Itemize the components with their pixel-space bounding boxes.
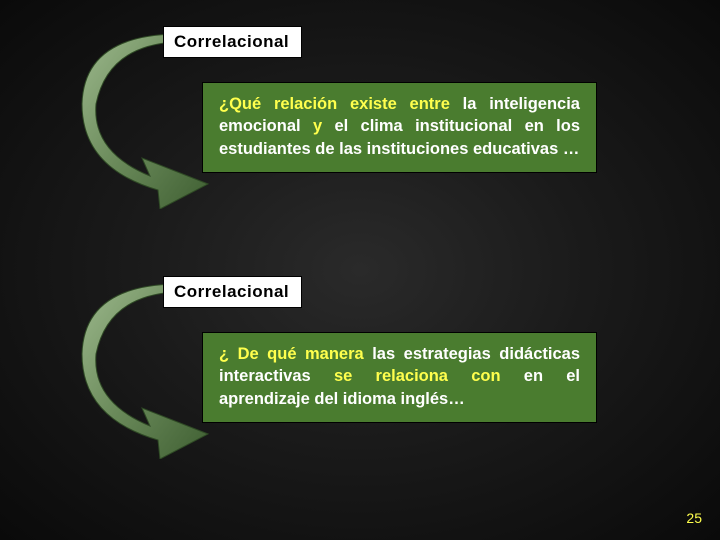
page-number: 25 (686, 510, 702, 526)
text-box-1: ¿Qué relación existe entre la inteligenc… (202, 82, 597, 173)
curved-arrow-icon (80, 34, 220, 204)
label-box-2: Correlacional (163, 276, 302, 308)
label-text: Correlacional (174, 32, 289, 51)
text-box-2: ¿ De qué manera las estrategias didáctic… (202, 332, 597, 423)
label-box-1: Correlacional (163, 26, 302, 58)
curved-arrow-icon (80, 284, 220, 454)
label-text: Correlacional (174, 282, 289, 301)
